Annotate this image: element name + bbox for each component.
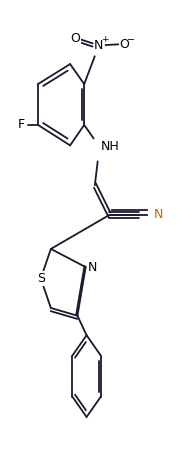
Text: −: − xyxy=(127,35,135,44)
Text: S: S xyxy=(37,272,45,285)
Text: NH: NH xyxy=(101,140,120,153)
Text: O: O xyxy=(120,37,129,51)
Text: N: N xyxy=(153,208,163,221)
Text: N: N xyxy=(87,260,97,274)
Text: N: N xyxy=(94,39,104,52)
Text: O: O xyxy=(70,32,80,45)
Text: +: + xyxy=(101,36,108,44)
Text: F: F xyxy=(18,118,25,132)
